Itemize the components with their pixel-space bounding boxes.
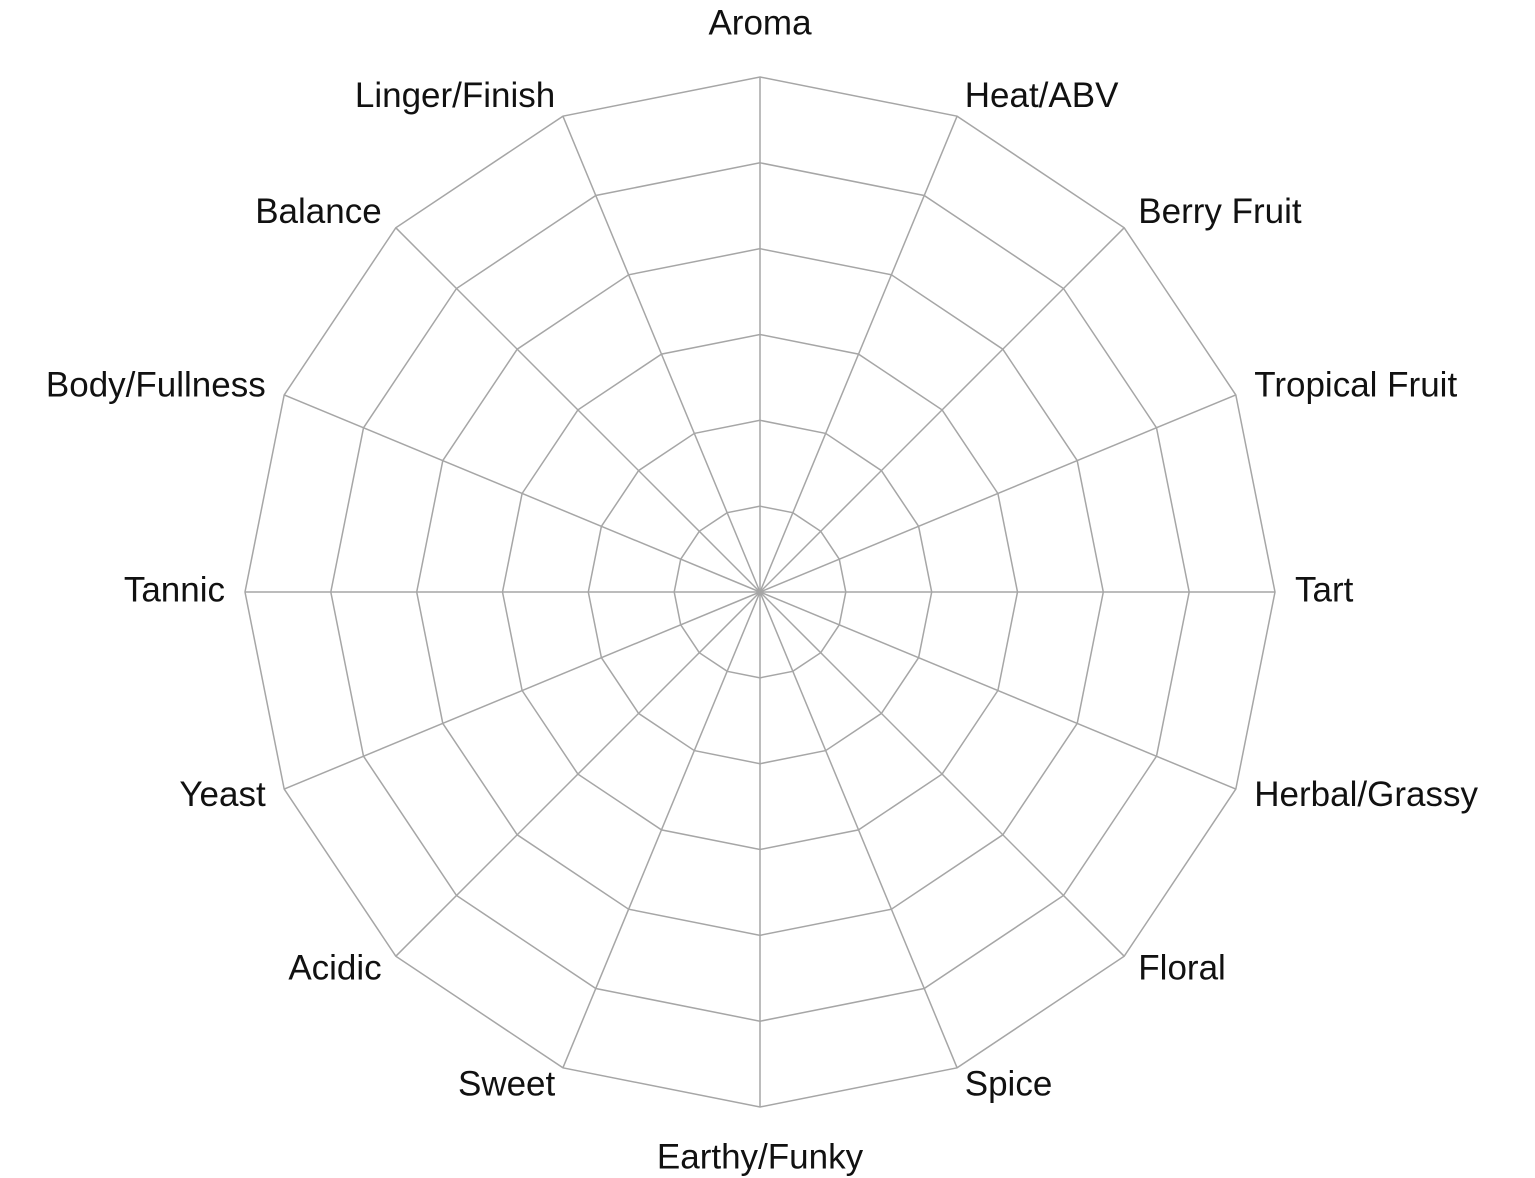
- category-label: Aroma: [708, 3, 812, 42]
- axis-spoke: [759, 591, 1237, 790]
- category-label: Yeast: [179, 775, 266, 814]
- category-label: Tart: [1295, 570, 1354, 609]
- category-label: Body/Fullness: [46, 366, 266, 405]
- axis-spoke: [283, 591, 761, 790]
- category-label: Sweet: [458, 1065, 556, 1104]
- axis-spoke: [395, 227, 761, 593]
- category-label: Heat/ABV: [965, 76, 1119, 115]
- category-label: Herbal/Grassy: [1254, 775, 1478, 814]
- axis-spoke: [759, 394, 1237, 593]
- axis-spoke: [759, 115, 958, 593]
- category-label: Earthy/Funky: [657, 1137, 864, 1176]
- axis-spoke: [283, 394, 761, 593]
- axis-spoke: [395, 591, 761, 957]
- category-label: Tropical Fruit: [1254, 366, 1457, 405]
- category-label: Linger/Finish: [355, 76, 555, 115]
- axis-spoke: [562, 115, 761, 593]
- axis-spoke: [562, 591, 761, 1069]
- category-label: Balance: [255, 192, 381, 231]
- axis-spoke: [759, 227, 1125, 593]
- category-label: Tannic: [124, 570, 225, 609]
- axis-spoke: [759, 591, 958, 1069]
- category-label: Berry Fruit: [1138, 192, 1302, 231]
- axis-spoke: [759, 591, 1125, 957]
- category-label: Floral: [1138, 949, 1226, 988]
- category-label: Spice: [965, 1065, 1053, 1104]
- category-label: Acidic: [288, 949, 381, 988]
